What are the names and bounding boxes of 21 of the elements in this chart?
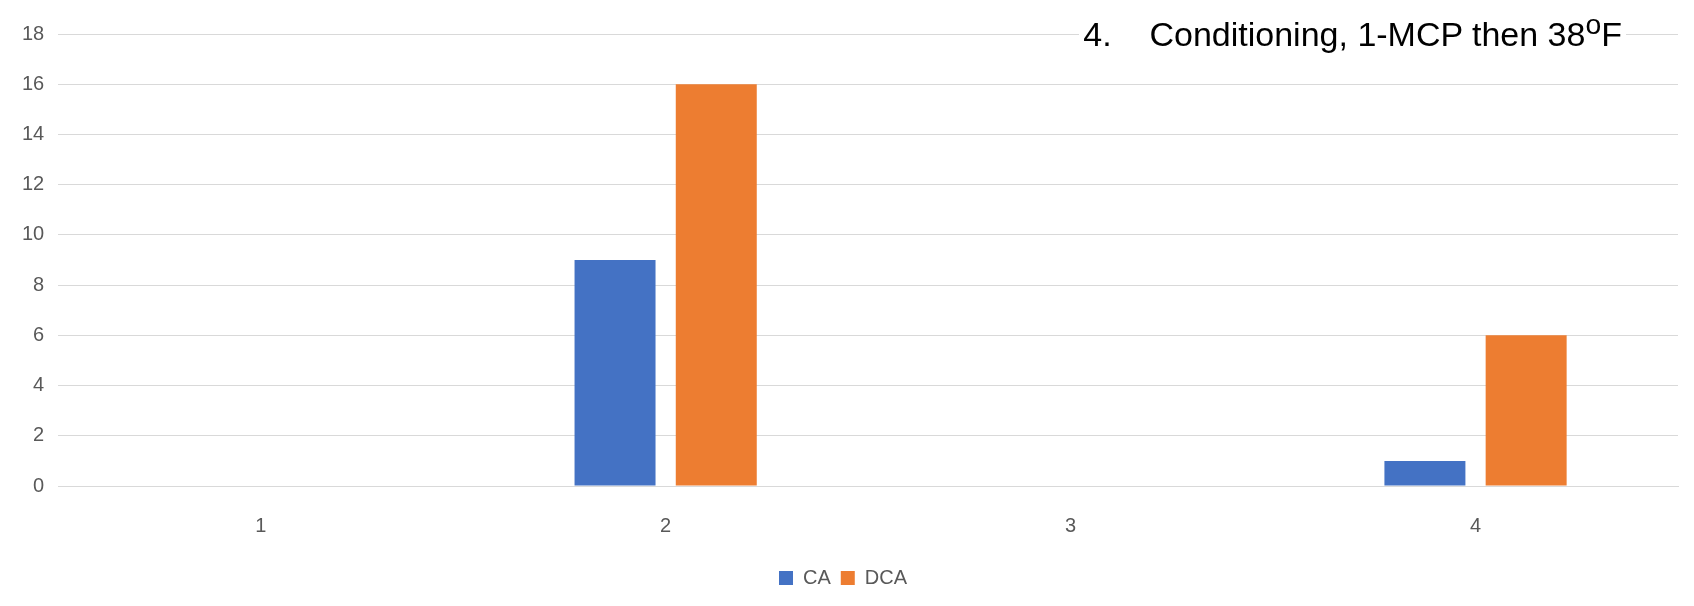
y-tick-label: 2 <box>33 423 45 446</box>
legend-label: CA <box>803 565 832 588</box>
bar <box>675 84 757 486</box>
chart-title: 4. Conditioning, 1-MCP then 38$^{o}$F <box>1079 8 1626 55</box>
bar <box>574 260 656 486</box>
y-tick-label: 4 <box>33 373 45 396</box>
y-tick-label: 0 <box>33 473 45 496</box>
y-tick-label: 14 <box>22 121 45 144</box>
y-tick-label: 6 <box>33 322 45 345</box>
x-tick-label: 4 <box>1469 513 1482 536</box>
y-tick-label: 16 <box>22 71 45 94</box>
y-tick-label: 18 <box>22 21 45 44</box>
bar <box>1485 335 1567 486</box>
y-tick-label: 10 <box>22 222 45 245</box>
y-tick-label: 12 <box>22 172 45 195</box>
x-tick-label: 1 <box>255 513 267 536</box>
y-tick-label: 8 <box>33 272 45 295</box>
x-tick-label: 2 <box>660 513 672 536</box>
bar <box>1384 460 1466 486</box>
legend-label: DCA <box>864 565 908 588</box>
x-tick-label: 3 <box>1065 513 1077 536</box>
